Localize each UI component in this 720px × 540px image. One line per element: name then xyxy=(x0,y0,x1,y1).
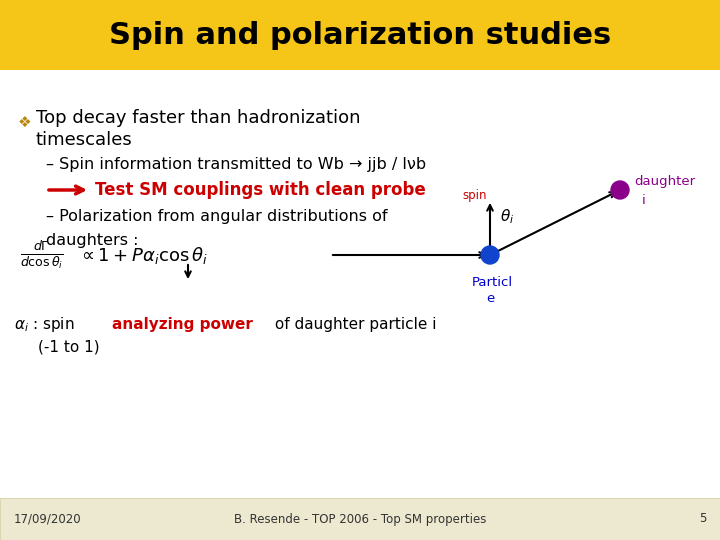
Text: $\theta_i$: $\theta_i$ xyxy=(500,208,514,226)
Bar xyxy=(0,498,720,540)
Text: of daughter particle i: of daughter particle i xyxy=(270,318,436,333)
Text: daughter: daughter xyxy=(634,176,695,188)
Circle shape xyxy=(611,181,629,199)
Text: Top decay faster than hadronization: Top decay faster than hadronization xyxy=(36,109,361,127)
Text: Test SM couplings with clean probe: Test SM couplings with clean probe xyxy=(95,181,426,199)
Text: 17/09/2020: 17/09/2020 xyxy=(14,512,81,525)
Text: – Polarization from angular distributions of: – Polarization from angular distribution… xyxy=(46,210,387,225)
Text: $\frac{d\Gamma}{d\cos\theta_i}$: $\frac{d\Gamma}{d\cos\theta_i}$ xyxy=(20,239,64,271)
Text: – Spin information transmitted to Wb → jjb / lνb: – Spin information transmitted to Wb → j… xyxy=(46,158,426,172)
Text: 5: 5 xyxy=(698,512,706,525)
Text: daughters :: daughters : xyxy=(46,233,138,247)
Text: i: i xyxy=(642,193,646,206)
Text: Particl: Particl xyxy=(472,276,513,289)
Text: (-1 to 1): (-1 to 1) xyxy=(38,340,99,354)
Text: $\propto 1 + P\alpha_i \cos\theta_i$: $\propto 1 + P\alpha_i \cos\theta_i$ xyxy=(78,245,208,266)
Text: analyzing power: analyzing power xyxy=(112,318,253,333)
Text: Spin and polarization studies: Spin and polarization studies xyxy=(109,21,611,50)
Text: B. Resende - TOP 2006 - Top SM properties: B. Resende - TOP 2006 - Top SM propertie… xyxy=(234,512,486,525)
Text: ❖: ❖ xyxy=(18,114,32,130)
Circle shape xyxy=(481,246,499,264)
Bar xyxy=(0,0,720,70)
Text: e: e xyxy=(486,293,494,306)
Text: spin: spin xyxy=(462,188,487,201)
Text: $\alpha_i$ : spin: $\alpha_i$ : spin xyxy=(14,315,76,334)
Text: timescales: timescales xyxy=(36,131,132,149)
